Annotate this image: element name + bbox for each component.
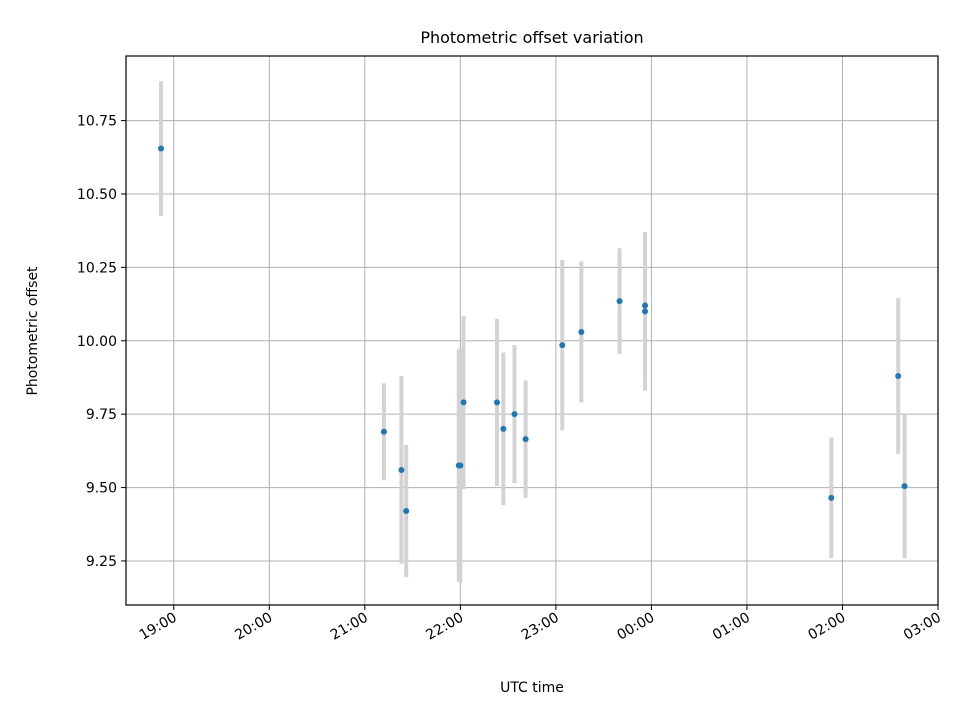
data-point bbox=[398, 466, 405, 473]
x-axis-label: UTC time bbox=[500, 680, 564, 696]
y-axis-label: Photometric offset bbox=[25, 266, 41, 396]
data-point bbox=[828, 494, 835, 501]
data-point bbox=[511, 411, 518, 418]
data-point bbox=[380, 428, 387, 435]
y-tick-label: 10.75 bbox=[77, 114, 117, 130]
data-point bbox=[500, 425, 507, 432]
y-tick-label: 9.75 bbox=[86, 407, 117, 423]
y-tick-label: 10.25 bbox=[77, 260, 117, 276]
data-point bbox=[522, 436, 529, 443]
y-tick-label: 9.50 bbox=[86, 481, 117, 497]
data-point bbox=[559, 342, 566, 349]
data-point bbox=[642, 302, 649, 309]
y-tick-label: 10.00 bbox=[77, 334, 117, 350]
data-point bbox=[403, 508, 410, 515]
y-tick-label: 9.25 bbox=[86, 554, 117, 570]
chart-title: Photometric offset variation bbox=[420, 28, 643, 47]
data-point bbox=[901, 483, 908, 490]
data-point bbox=[895, 373, 902, 380]
data-point bbox=[158, 145, 165, 152]
data-points bbox=[158, 145, 908, 515]
data-point bbox=[642, 308, 649, 315]
plot-frame bbox=[125, 55, 939, 606]
data-point bbox=[616, 298, 623, 305]
data-point bbox=[460, 399, 467, 406]
data-point bbox=[578, 328, 585, 335]
data-point bbox=[493, 399, 500, 406]
y-tick-label: 10.50 bbox=[77, 187, 117, 203]
data-point bbox=[457, 462, 464, 469]
grid bbox=[126, 56, 939, 605]
y-axis: 9.25 9.50 9.75 10.00 10.25 10.50 10.75 bbox=[77, 114, 126, 570]
